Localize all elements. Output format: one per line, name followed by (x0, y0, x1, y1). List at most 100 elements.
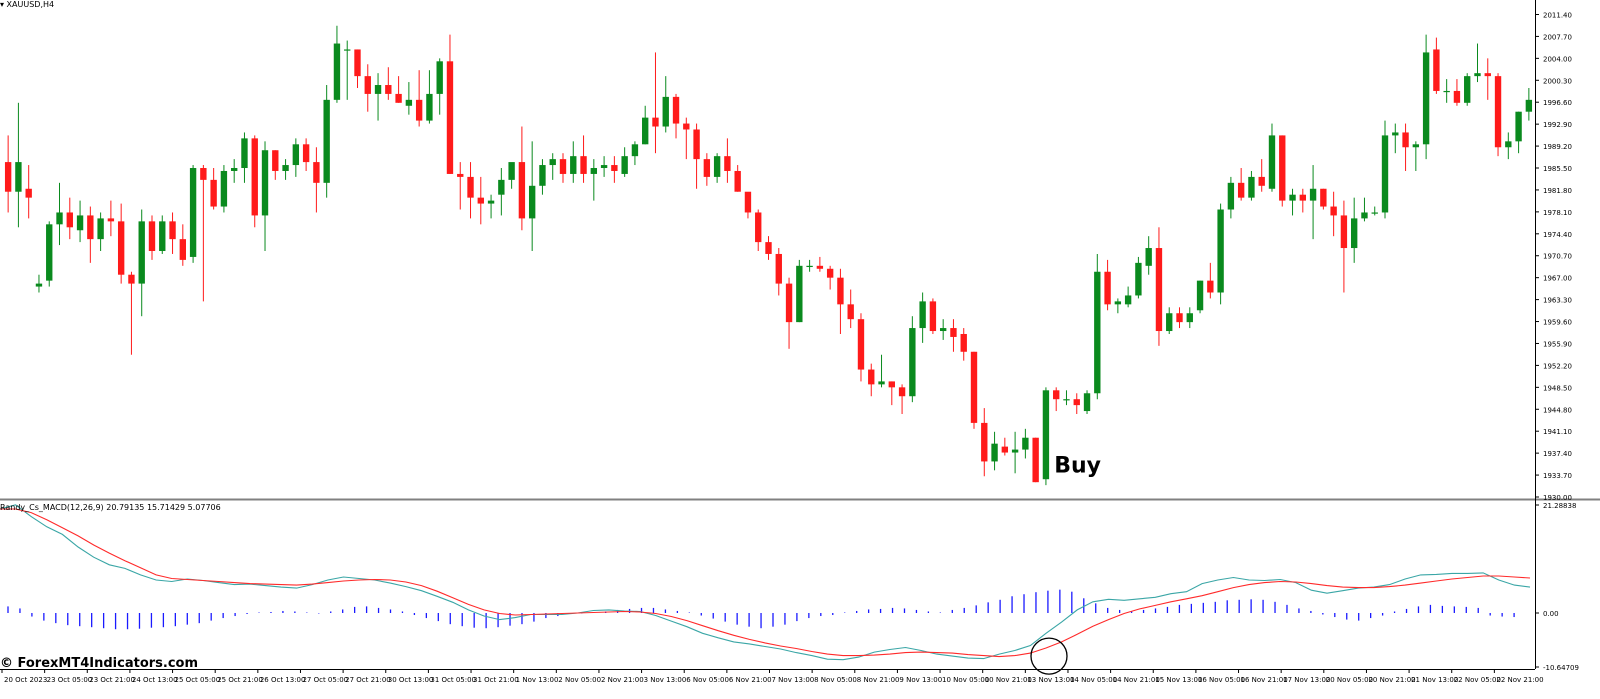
bearish-candle (210, 179, 217, 207)
bullish-candle (1525, 99, 1533, 112)
bullish-candle (261, 150, 269, 216)
bullish-candle (1196, 280, 1204, 311)
bearish-candle (734, 170, 741, 192)
macd-tick-label: 21.28838 (1543, 502, 1576, 510)
bullish-candle (231, 168, 238, 171)
bullish-candle (97, 218, 104, 240)
bullish-candle (1443, 90, 1450, 93)
bullish-candle (1011, 449, 1019, 453)
bullish-candle (323, 99, 330, 183)
price-tick-label: 1941.10 (1543, 428, 1572, 436)
time-tick-label: 6 Nov 05:00 (686, 676, 729, 684)
bearish-candle (837, 277, 844, 305)
bearish-candle (1237, 182, 1245, 198)
bearish-candle (25, 188, 32, 198)
bullish-candle (570, 156, 577, 174)
bearish-candle (672, 96, 680, 124)
bearish-candle (775, 253, 782, 284)
bearish-candle (1484, 73, 1491, 77)
bearish-candle (950, 328, 957, 337)
bullish-candle (919, 301, 926, 329)
bullish-candle (487, 200, 495, 204)
bearish-candle (169, 221, 176, 240)
bearish-candle (272, 150, 279, 171)
price-tick-label: 1985.50 (1543, 165, 1572, 173)
macd-indicator-label: Randy_Cs_MACD(12,26,9) 20.79135 15.71429… (0, 503, 221, 512)
bearish-candle (755, 212, 762, 243)
bearish-candle (724, 156, 731, 171)
time-tick-label: 13 Nov 13:00 (1027, 676, 1074, 684)
bearish-candle (970, 351, 978, 423)
bearish-candle (354, 49, 361, 77)
time-tick-label: 24 Oct 13:00 (132, 676, 178, 684)
bearish-candle (313, 162, 320, 183)
bullish-candle (713, 156, 721, 177)
macd-indicator-panel[interactable] (0, 504, 1531, 675)
macd-tick-label: 0.00 (1543, 610, 1559, 618)
bullish-candle (621, 156, 628, 174)
price-tick-label: 1959.60 (1543, 319, 1572, 327)
bullish-candle (46, 224, 53, 281)
bullish-candle (1371, 212, 1378, 214)
time-tick-label: 31 Oct 05:00 (430, 676, 476, 684)
bearish-candle (457, 173, 464, 177)
price-tick-label: 1978.10 (1543, 209, 1572, 217)
time-tick-label: 10 Nov 05:00 (942, 676, 989, 684)
bullish-candle (1422, 52, 1430, 145)
time-tick-label: 8 Nov 05:00 (814, 676, 857, 684)
bearish-candle (611, 165, 618, 171)
symbol-timeframe-label: ▾ XAUUSD,H4 (0, 0, 55, 9)
bullish-candle (1145, 248, 1152, 266)
bearish-candle (1001, 446, 1009, 453)
bullish-candle (35, 283, 43, 287)
bearish-candle (580, 156, 587, 174)
bearish-candle (826, 268, 834, 278)
price-tick-label: 2007.70 (1543, 33, 1572, 41)
time-tick-label: 2 Nov 05:00 (558, 676, 601, 684)
bearish-candle (1176, 313, 1183, 323)
time-tick-label: 10 Nov 21:00 (985, 676, 1032, 684)
price-tick-label: 1933.70 (1543, 472, 1572, 480)
bearish-candle (929, 301, 937, 332)
price-tick-label: 2011.40 (1543, 11, 1572, 19)
price-tick-label: 1944.80 (1543, 406, 1572, 414)
time-tick-label: 7 Nov 13:00 (772, 676, 815, 684)
bullish-candle (806, 265, 813, 268)
bearish-candle (981, 422, 988, 462)
time-tick-label: 1 Nov 13:00 (516, 676, 559, 684)
bullish-candle (498, 179, 505, 195)
price-tick-label: 1967.00 (1543, 275, 1572, 283)
bullish-candle (549, 159, 556, 166)
signal-line (0, 508, 1531, 658)
bearish-candle (1453, 90, 1461, 103)
bullish-candle (1094, 271, 1101, 394)
bullish-candle (1515, 111, 1522, 142)
bullish-candle (1309, 188, 1317, 201)
bearish-candle (66, 212, 73, 228)
time-tick-label: 30 Oct 13:00 (388, 676, 434, 684)
time-tick-label: 16 Nov 05:00 (1198, 676, 1245, 684)
price-tick-label: 1981.80 (1543, 187, 1572, 195)
price-panel[interactable]: Buy (4, 25, 1533, 486)
bullish-candle (333, 43, 341, 100)
bullish-candle (292, 144, 300, 166)
time-tick-label: 14 Nov 05:00 (1070, 676, 1117, 684)
bearish-candle (385, 85, 392, 94)
bullish-candle (241, 138, 248, 169)
bearish-candle (1155, 248, 1163, 332)
bearish-candle (4, 162, 12, 192)
bearish-candle (415, 99, 423, 121)
bearish-candle (87, 215, 94, 240)
bullish-candle (1248, 176, 1255, 198)
axes: 2011.40 2007.70 2004.00 2000.30 1996.60 1992.… (0, 0, 1600, 684)
bearish-candle (148, 221, 156, 251)
bearish-candle (785, 283, 793, 323)
bullish-candle (1350, 218, 1358, 249)
macd-line (0, 504, 1531, 661)
bearish-candle (446, 61, 454, 174)
bearish-candle (847, 304, 854, 320)
bearish-candle (518, 162, 526, 219)
time-tick-label: 14 Nov 21:00 (1113, 676, 1160, 684)
